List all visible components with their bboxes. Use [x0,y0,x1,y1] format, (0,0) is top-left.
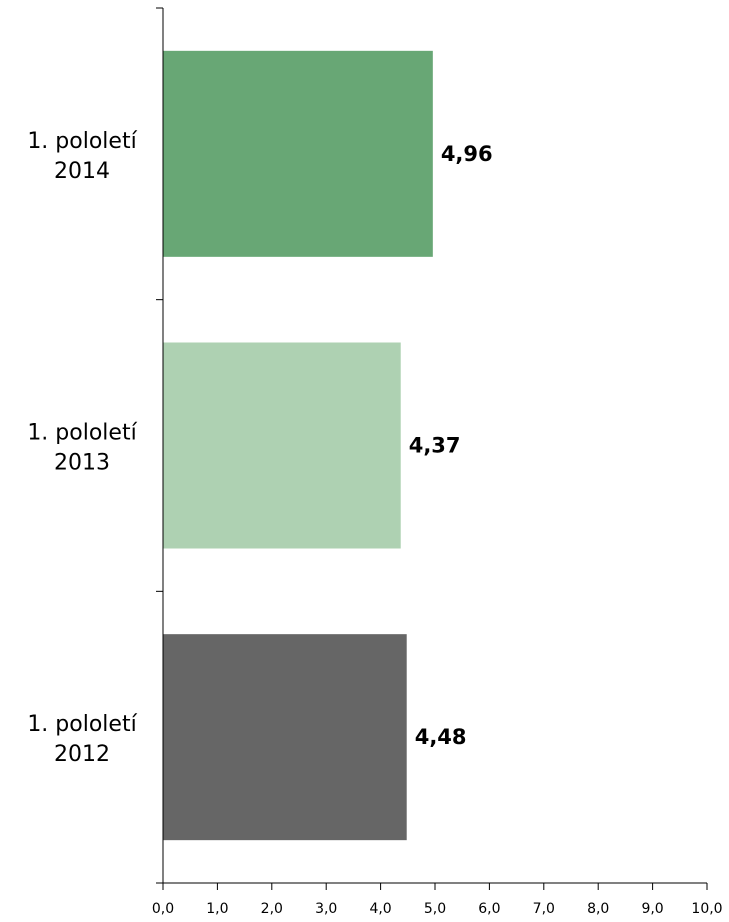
x-tick-label: 9,0 [641,901,663,917]
value-label-1: 4,37 [409,434,461,458]
value-label-2: 4,48 [415,725,467,749]
x-tick-label: 2,0 [261,901,283,917]
category-label-line: 2013 [54,451,110,476]
x-tick-label: 6,0 [478,901,500,917]
bars-group [163,50,433,841]
category-label-line: 2012 [54,742,110,767]
x-tick-label: 5,0 [424,901,446,917]
category-label-1: 1. pololetí 2013 [27,421,137,476]
x-tick-label: 3,0 [315,901,337,917]
y-axis-ticks [156,7,163,884]
x-tick-label: 4,0 [369,901,391,917]
category-label-2: 1. pololetí 2012 [27,712,137,767]
x-tick-label: 0,0 [152,901,174,917]
bar-0 [163,50,433,257]
category-label-line: 1. pololetí [27,129,137,154]
category-label-line: 2014 [54,159,110,184]
bar-1 [163,342,401,549]
category-label-line: 1. pololetí [27,421,137,446]
x-tick-label: 7,0 [533,901,555,917]
value-labels: 4,96 4,37 4,48 [409,142,493,749]
value-label-0: 4,96 [441,142,493,166]
x-axis-ticks [162,883,708,890]
category-label-line: 1. pololetí [27,712,137,737]
x-axis-tick-labels: 0,0 1,0 2,0 3,0 4,0 5,0 6,0 7,0 8,0 9,0 10,0 [152,901,723,917]
bar-2 [163,634,407,841]
x-tick-label: 10,0 [691,901,722,917]
x-tick-label: 8,0 [587,901,609,917]
category-label-0: 1. pololetí 2014 [27,129,137,184]
x-tick-label: 1,0 [206,901,228,917]
